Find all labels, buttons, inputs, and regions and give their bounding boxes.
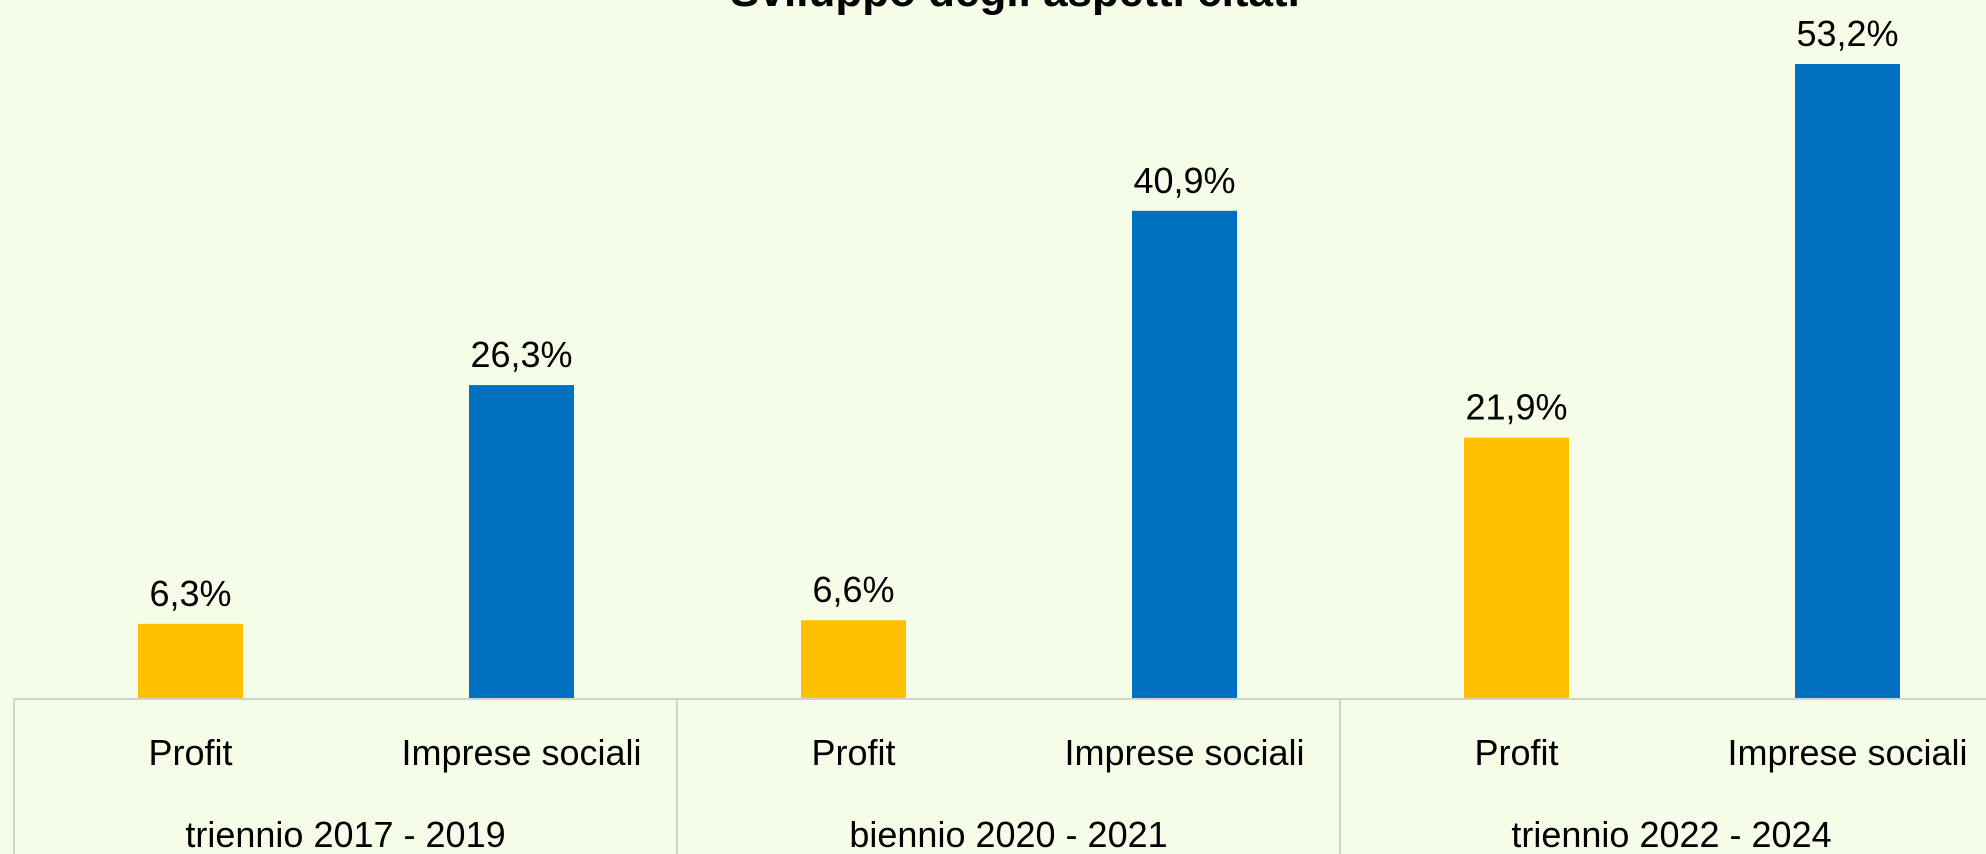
chart-title: Sviluppo degli aspetti citati	[730, 0, 1300, 16]
category-label: Profit	[148, 732, 232, 773]
bar-2-1	[1795, 64, 1900, 699]
bar-2-0	[1464, 437, 1569, 699]
data-label: 53,2%	[1796, 13, 1898, 54]
data-label: 26,3%	[470, 334, 572, 375]
bar-0-1	[469, 385, 574, 699]
bar-1-1	[1132, 210, 1237, 699]
category-label: Profit	[1474, 732, 1558, 773]
bar-0-0	[138, 623, 243, 699]
data-label: 40,9%	[1133, 160, 1235, 201]
group-label: triennio 2017 - 2019	[185, 814, 505, 854]
bar-1-0	[801, 620, 906, 699]
data-label: 21,9%	[1465, 387, 1567, 428]
category-label: Imprese sociali	[1727, 732, 1967, 773]
category-label: Profit	[811, 732, 895, 773]
data-label: 6,3%	[149, 573, 231, 614]
group-label: triennio 2022 - 2024	[1511, 814, 1831, 854]
category-label: Imprese sociali	[401, 732, 641, 773]
category-label: Imprese sociali	[1064, 732, 1304, 773]
category-axis: Profit Imprese sociali triennio 2017 - 201…	[13, 698, 1986, 854]
bars-layer: 6,3% 26,3% 6,6% 40,9% 21,9% 53,2%	[138, 13, 1900, 699]
group-label: biennio 2020 - 2021	[849, 814, 1167, 854]
data-label: 6,6%	[812, 569, 894, 610]
